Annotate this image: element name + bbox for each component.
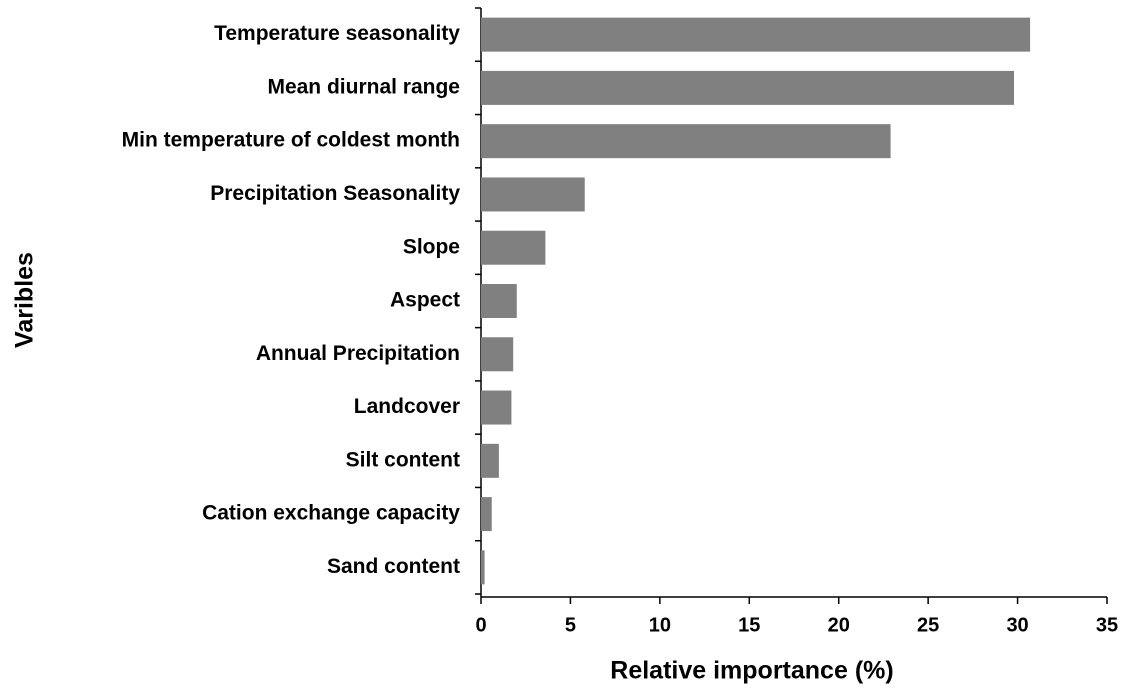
bar xyxy=(481,390,512,425)
bar xyxy=(481,497,492,532)
y-tick-label: Slope xyxy=(403,235,460,258)
x-tick-label: 0 xyxy=(475,614,486,636)
bar xyxy=(481,17,1031,52)
y-tick-label: Landcover xyxy=(354,395,460,418)
y-tick-label: Aspect xyxy=(390,289,460,312)
y-tick-label: Temperature seasonality xyxy=(214,22,460,45)
x-tick-label: 35 xyxy=(1096,614,1118,636)
bar xyxy=(481,177,585,212)
bar xyxy=(481,337,514,372)
y-tick-label: Cation exchange capacity xyxy=(202,502,460,525)
bar xyxy=(481,230,546,265)
x-tick-label: 20 xyxy=(828,614,850,636)
bar xyxy=(481,70,1014,105)
bar xyxy=(481,124,891,159)
bar xyxy=(481,550,485,585)
x-tick-label: 15 xyxy=(738,614,760,636)
y-axis-title: Varibles xyxy=(11,252,39,348)
bar xyxy=(481,443,499,478)
y-tick-label: Precipitation Seasonality xyxy=(210,182,460,205)
y-tick-label: Mean diurnal range xyxy=(267,75,460,98)
bar xyxy=(481,284,517,318)
y-tick-label: Silt content xyxy=(346,448,460,471)
x-tick-label: 25 xyxy=(917,614,939,636)
y-tick-label: Sand content xyxy=(327,555,460,578)
y-tick-label: Annual Precipitation xyxy=(256,342,460,365)
y-tick-label: Min temperature of coldest month xyxy=(122,129,460,152)
x-axis-title: Relative importance (%) xyxy=(610,657,893,685)
x-tick-label: 5 xyxy=(565,614,576,636)
x-tick-label: 10 xyxy=(649,614,671,636)
x-tick-label: 30 xyxy=(1006,614,1028,636)
